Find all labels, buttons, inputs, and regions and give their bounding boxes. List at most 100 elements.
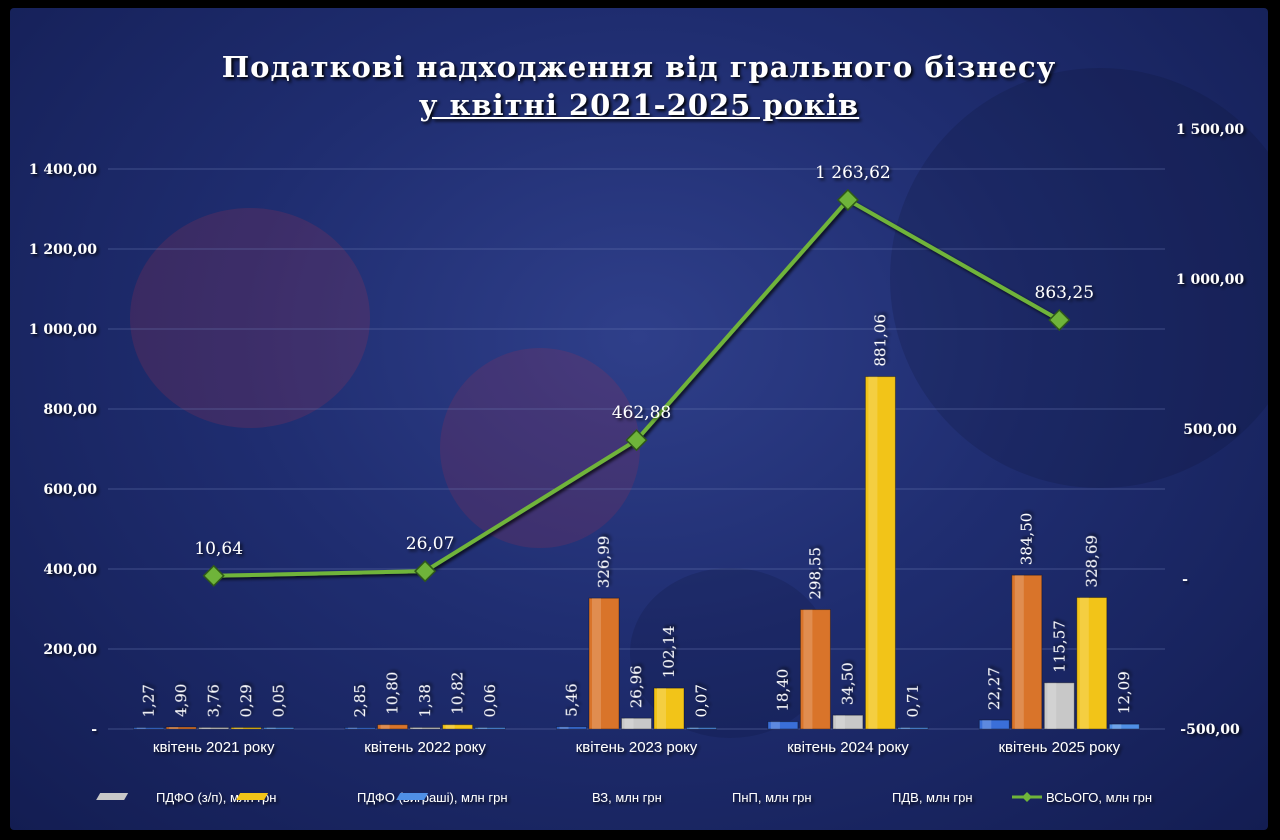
total-marker — [1048, 308, 1071, 332]
y2-tick-label: -500,00 — [1180, 722, 1240, 738]
bar — [1108, 723, 1140, 730]
legend-swatch — [236, 793, 269, 800]
bar — [653, 687, 685, 730]
bar-highlight — [478, 727, 488, 729]
category-label: квітень 2021 року — [153, 739, 275, 756]
legend-label: ВЗ, млн грн — [592, 790, 662, 805]
total-data-label: 1 263,62 — [815, 163, 891, 183]
category-label: квітень 2025 року — [998, 739, 1120, 756]
bar-highlight — [835, 715, 845, 729]
y-tick-label: 1 400,00 — [29, 162, 97, 178]
y2-tick-label: - — [1182, 572, 1188, 588]
legend-label: ПДФО (виграші), млн грн — [357, 790, 508, 805]
legend-label: ВСЬОГО, млн грн — [1046, 790, 1152, 805]
y2-tick-label: 1 500,00 — [1176, 122, 1244, 138]
bar — [767, 721, 799, 730]
y-tick-label: 1 000,00 — [29, 322, 97, 338]
bar-data-label: 384,50 — [1018, 513, 1036, 566]
bar-highlight — [657, 688, 666, 729]
bar — [1011, 574, 1043, 730]
bar-data-label: 881,06 — [871, 314, 889, 367]
bar-data-label: 34,50 — [839, 662, 857, 705]
background-roulette-decoration — [890, 68, 1268, 488]
bar-highlight — [1112, 724, 1122, 729]
bar — [1043, 682, 1075, 730]
bar — [897, 727, 929, 730]
bar — [474, 727, 506, 730]
chart-frame: Податкові надходження від грального бізн… — [10, 8, 1268, 830]
bar — [344, 727, 376, 730]
y-tick-label: 400,00 — [43, 562, 97, 578]
total-data-label: 10,64 — [194, 539, 243, 559]
total-marker — [414, 560, 437, 583]
bar-highlight — [1014, 575, 1024, 729]
bar-data-label: 1,38 — [416, 684, 434, 717]
total-data-label: 26,07 — [406, 534, 455, 554]
bar-data-label: 328,69 — [1083, 535, 1101, 588]
bar-data-label: 26,96 — [628, 665, 646, 708]
bar-data-label: 12,09 — [1115, 671, 1133, 714]
bar-highlight — [868, 376, 878, 729]
bar-data-label: 0,29 — [237, 684, 255, 717]
bar-data-label: 18,40 — [774, 669, 792, 712]
bar-data-label: 115,57 — [1050, 620, 1068, 673]
bar-highlight — [169, 727, 179, 729]
bar-data-label: 298,55 — [806, 547, 824, 600]
bar-highlight — [982, 720, 992, 729]
legend-marker — [1022, 792, 1032, 802]
bar — [198, 726, 230, 730]
bar — [442, 724, 474, 730]
bar-highlight — [234, 727, 244, 729]
bar-highlight — [1047, 682, 1057, 729]
bar-highlight — [689, 727, 699, 729]
y2-tick-label: 1 000,00 — [1176, 272, 1244, 288]
bar — [377, 724, 409, 730]
legend-label: ПДВ, млн грн — [892, 790, 973, 805]
bar-data-label: 0,05 — [270, 684, 288, 717]
bar — [165, 726, 197, 730]
background-dice-decoration-2 — [440, 348, 640, 548]
y-tick-label: 600,00 — [43, 482, 97, 498]
y2-tick-label: 500,00 — [1183, 422, 1237, 438]
chart-title-line2: у квітні 2021-2025 років — [418, 88, 860, 122]
total-data-label: 863,25 — [1035, 283, 1094, 303]
bar — [409, 727, 441, 730]
bar-data-label: 1,27 — [140, 684, 158, 717]
bar — [556, 726, 587, 730]
bar-highlight — [1079, 597, 1089, 729]
bar-highlight — [900, 727, 910, 729]
bar-data-label: 10,82 — [449, 672, 467, 715]
bar-highlight — [348, 727, 358, 729]
bar-highlight — [803, 609, 813, 729]
bar — [133, 727, 165, 730]
bar — [864, 376, 896, 730]
y-tick-label: - — [91, 722, 97, 738]
bar-highlight — [201, 727, 211, 729]
legend-label: ПнП, млн грн — [732, 790, 812, 805]
bar — [1076, 597, 1108, 730]
category-label: квітень 2022 року — [364, 739, 486, 756]
bar-data-label: 102,14 — [660, 626, 678, 679]
bar-data-label: 3,76 — [205, 684, 223, 717]
bar — [621, 717, 652, 730]
bar-data-label: 326,99 — [595, 536, 613, 589]
bar-highlight — [266, 727, 276, 729]
bar-data-label: 0,07 — [693, 684, 711, 717]
bar-highlight — [445, 724, 455, 729]
bar-highlight — [413, 727, 423, 729]
bar-data-label: 0,06 — [481, 684, 499, 717]
chart-title: Податкові надходження від грального бізн… — [10, 48, 1268, 124]
y-tick-label: 200,00 — [43, 642, 97, 658]
bar — [978, 719, 1010, 730]
category-label: квітень 2023 року — [576, 739, 698, 756]
y-tick-label: 1 200,00 — [29, 242, 97, 258]
total-data-label: 462,88 — [612, 403, 671, 423]
bar-highlight — [770, 721, 780, 729]
bar — [263, 727, 295, 730]
bar-data-label: 5,46 — [563, 683, 581, 716]
total-marker — [202, 564, 225, 587]
bar-data-label: 4,90 — [172, 684, 190, 717]
bar — [799, 609, 831, 730]
total-line — [213, 197, 1061, 578]
bar-data-label: 22,27 — [985, 667, 1003, 710]
